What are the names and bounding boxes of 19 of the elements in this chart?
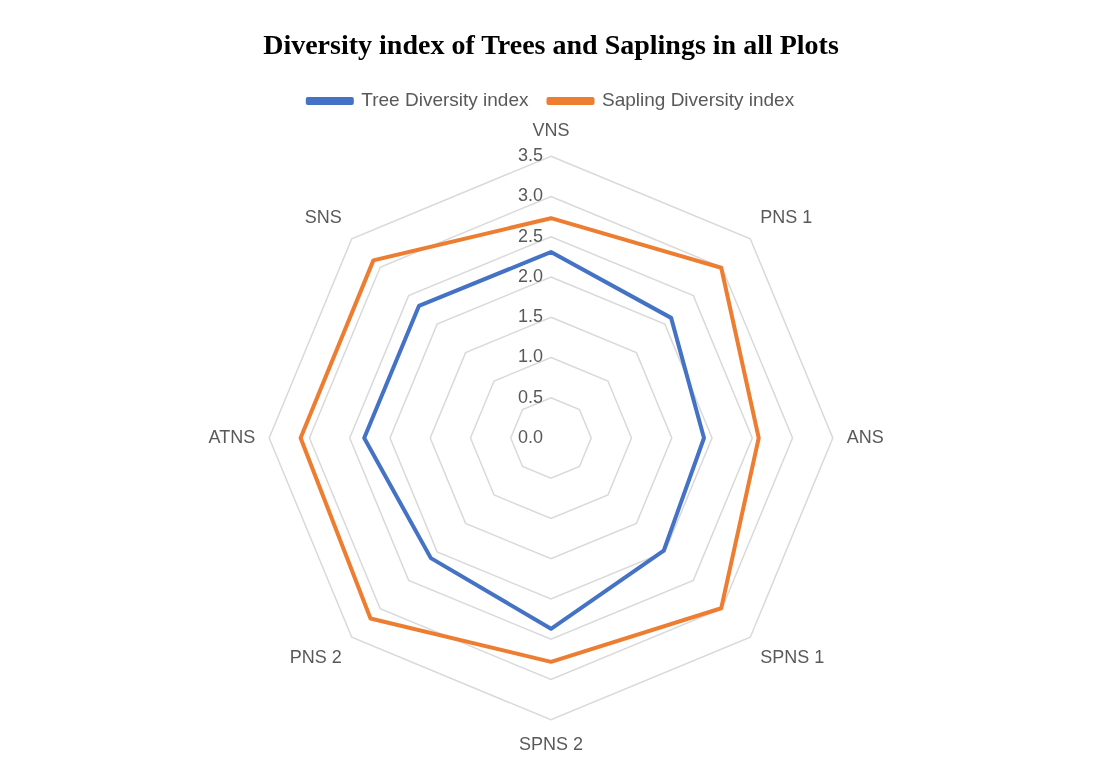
y-tick-label: 0.5 bbox=[517, 386, 543, 407]
spoke-label: PNS 2 bbox=[289, 646, 342, 667]
y-tick-label: 0.0 bbox=[517, 426, 543, 447]
spoke-label: ATNS bbox=[208, 426, 256, 447]
y-tick-label: 1.0 bbox=[517, 346, 543, 367]
chart-title: Diversity index of Trees and Saplings in all Plots bbox=[263, 29, 839, 61]
spoke-label: VNS bbox=[532, 120, 570, 141]
legend-label: Tree Diversity index bbox=[361, 89, 529, 111]
spoke-label: SPNS 2 bbox=[518, 733, 584, 754]
y-tick-label: 3.5 bbox=[517, 145, 543, 166]
spoke-label: PNS 1 bbox=[760, 207, 813, 228]
y-tick-label: 2.5 bbox=[517, 225, 543, 246]
y-tick-label: 1.5 bbox=[517, 306, 543, 327]
legend-label: Sapling Diversity index bbox=[601, 89, 795, 111]
spoke-label: SNS bbox=[304, 207, 342, 228]
spoke-label: ANS bbox=[846, 426, 884, 447]
y-tick-label: 3.0 bbox=[517, 185, 543, 206]
spoke-label: SPNS 1 bbox=[760, 646, 825, 667]
y-tick-label: 2.0 bbox=[517, 265, 543, 286]
